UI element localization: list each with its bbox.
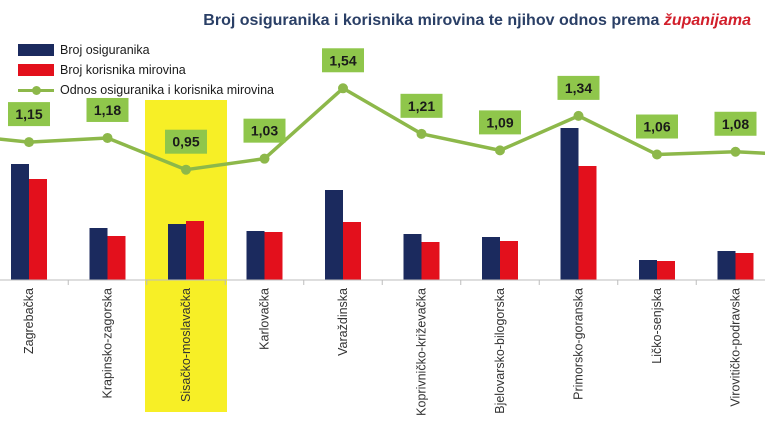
bar-insured [325, 190, 343, 280]
bar-pensioners [657, 261, 675, 280]
chart-title-main: Broj osiguranika i korisnika mirovina te… [203, 12, 660, 29]
ratio-data-label: 1,15 [15, 106, 42, 122]
ratio-label-box [8, 102, 50, 127]
legend-swatch-pensioners [18, 64, 54, 76]
bar-insured [717, 251, 736, 280]
bar-insured [560, 128, 579, 280]
chart-title: Broj osiguranika i korisnika mirovina te… [203, 12, 751, 30]
ratio-data-label: 1,06 [643, 119, 670, 135]
legend-label-pensioners: Broj korisnika mirovina [60, 63, 186, 77]
legend-item-insured: Broj osiguranika [18, 40, 274, 60]
bar-pensioners [578, 166, 597, 280]
ratio-data-label: 0,95 [172, 134, 199, 150]
x-tick-label: Virovitičko-podravska [729, 288, 743, 407]
ratio-label-box [86, 97, 129, 122]
ratio-label-box [400, 93, 443, 118]
bar-pensioners [107, 236, 126, 280]
x-tick-label: Karlovačka [258, 288, 272, 350]
legend-label-insured: Broj osiguranika [60, 43, 150, 57]
bar-insured [639, 260, 657, 280]
bar-pensioners [421, 242, 440, 280]
x-tick-label: Primorsko-goranska [572, 288, 586, 400]
x-tick-label: Sisačko-moslavačka [179, 288, 193, 402]
bar-pensioners [264, 232, 283, 280]
bar-pensioners [500, 241, 518, 280]
ratio-label-box [479, 110, 521, 135]
bar-pensioners [186, 221, 204, 280]
x-tick-label: Bjelovarsko-bilogorska [493, 288, 507, 414]
ratio-point [259, 153, 270, 164]
legend-label-ratio: Odnos osiguranika i korisnika mirovina [60, 83, 274, 97]
chart-legend: Broj osiguranika Broj korisnika mirovina… [18, 40, 274, 100]
legend-item-pensioners: Broj korisnika mirovina [18, 60, 274, 80]
ratio-label-box [165, 129, 207, 154]
bar-insured [168, 224, 186, 280]
legend-item-ratio: Odnos osiguranika i korisnika mirovina [18, 80, 274, 100]
ratio-data-label: 1,03 [251, 123, 278, 139]
legend-swatch-insured [18, 44, 54, 56]
ratio-line [0, 86, 765, 172]
ratio-point [573, 110, 584, 121]
bar-pensioners [735, 253, 754, 280]
ratio-label-box [714, 111, 757, 136]
bar-insured [11, 164, 29, 280]
ratio-data-label: 1,54 [329, 52, 356, 68]
ratio-label-box [322, 48, 364, 73]
bar-pensioners [29, 179, 47, 280]
ratio-label-box [557, 75, 600, 100]
x-tick-label: Zagrebačka [22, 288, 36, 354]
x-tick-label: Koprivničko-križevačka [415, 288, 429, 416]
ratio-point [102, 132, 113, 143]
ratio-label-box [636, 114, 678, 139]
bar-insured [246, 231, 265, 280]
bar-insured [89, 228, 108, 280]
ratio-point [24, 137, 34, 148]
ratio-point [495, 145, 505, 156]
ratio-data-label: 1,21 [408, 98, 435, 114]
chart-title-emphasis: županijama [663, 12, 751, 29]
legend-swatch-ratio [18, 84, 54, 96]
bar-insured [403, 234, 422, 280]
bar-insured [482, 237, 500, 280]
bar-pensioners [343, 222, 361, 280]
ratio-data-label: 1,08 [722, 116, 749, 132]
ratio-point [181, 164, 191, 175]
ratio-point [338, 83, 348, 94]
x-tick-label: Ličko-senjska [650, 288, 664, 364]
x-tick-label: Varaždinska [336, 288, 350, 356]
ratio-label-box [243, 118, 286, 143]
ratio-point [730, 146, 741, 157]
x-tick-label: Krapinsko-zagorska [101, 288, 115, 399]
ratio-point [652, 149, 662, 160]
ratio-point [416, 128, 427, 139]
ratio-data-label: 1,18 [94, 102, 121, 118]
ratio-data-label: 1,09 [486, 114, 513, 130]
ratio-data-label: 1,34 [565, 80, 592, 96]
